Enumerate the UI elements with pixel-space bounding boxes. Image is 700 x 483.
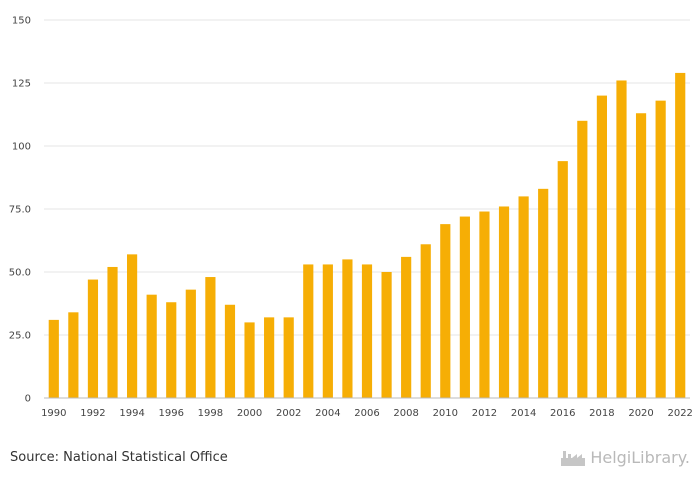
bar-2011 xyxy=(459,216,470,398)
bar-2016 xyxy=(557,161,568,398)
bar-2004 xyxy=(322,264,333,398)
bar-2015 xyxy=(538,188,549,398)
bar-1992 xyxy=(87,279,99,398)
y-axis-labels: 0 25.0 50.0 75.0 100 125 150 xyxy=(9,16,31,405)
x-tick-label: 1996 xyxy=(159,408,184,419)
x-tick-label: 2010 xyxy=(433,408,458,419)
x-tick-label: 1994 xyxy=(119,408,144,419)
bar-1996 xyxy=(166,302,177,398)
y-tick-label: 150 xyxy=(12,16,31,27)
x-tick-label: 2000 xyxy=(237,408,262,419)
bar-2000 xyxy=(244,322,255,398)
bar-1997 xyxy=(185,289,196,398)
x-tick-label: 2018 xyxy=(589,408,614,419)
x-tick-label: 2004 xyxy=(315,408,340,419)
source-note: Source: National Statistical Office xyxy=(10,450,228,465)
brand-name: HelgiLibrary. xyxy=(590,448,690,467)
bar-2018 xyxy=(596,95,607,398)
bar-2009 xyxy=(420,244,431,398)
bar-2008 xyxy=(401,256,412,398)
y-tick-label: 125 xyxy=(12,79,31,90)
bar-2003 xyxy=(303,264,314,398)
x-tick-label: 1992 xyxy=(80,408,105,419)
bar-1995 xyxy=(146,294,157,398)
bar-1990 xyxy=(48,319,59,398)
bar-2006 xyxy=(361,264,373,398)
bar-2013 xyxy=(498,206,510,398)
bars xyxy=(48,72,686,399)
bar-2012 xyxy=(479,211,490,398)
bar-1991 xyxy=(68,312,79,398)
x-tick-label: 2016 xyxy=(550,408,575,419)
x-tick-label: 1998 xyxy=(198,408,223,419)
x-tick-label: 2014 xyxy=(511,408,536,419)
bar-1993 xyxy=(107,266,118,398)
bar-2002 xyxy=(283,317,294,398)
x-tick-label: 2020 xyxy=(628,408,653,419)
bar-1998 xyxy=(205,277,216,398)
x-tick-label: 2006 xyxy=(354,408,379,419)
y-tick-label: 0 xyxy=(25,394,31,405)
bar-2007 xyxy=(381,272,392,398)
bar-2020 xyxy=(635,113,647,399)
bar-2005 xyxy=(342,259,353,398)
bar-2019 xyxy=(616,80,627,398)
x-tick-label: 2002 xyxy=(276,408,301,419)
bar-2021 xyxy=(655,100,666,398)
bar-2001 xyxy=(264,317,275,398)
y-tick-label: 75.0 xyxy=(9,205,31,216)
y-tick-label: 100 xyxy=(12,142,31,153)
bar-2010 xyxy=(440,224,451,398)
x-axis-labels: 1990 1992 1994 1996 1998 2000 2002 2004 2006 2008… xyxy=(41,408,693,419)
bar-2022 xyxy=(675,72,686,399)
x-tick-label: 2022 xyxy=(667,408,692,419)
bar-2017 xyxy=(577,120,588,399)
x-tick-label: 1990 xyxy=(41,408,66,419)
x-tick-label: 2008 xyxy=(393,408,418,419)
bar-1999 xyxy=(224,304,236,398)
bar-2014 xyxy=(518,196,529,398)
y-tick-label: 25.0 xyxy=(9,331,31,342)
y-tick-label: 50.0 xyxy=(9,268,31,279)
brand-logo: HelgiLibrary. xyxy=(560,448,690,467)
factory-icon xyxy=(561,450,586,466)
bar-1994 xyxy=(127,254,138,398)
x-tick-label: 2012 xyxy=(472,408,497,419)
